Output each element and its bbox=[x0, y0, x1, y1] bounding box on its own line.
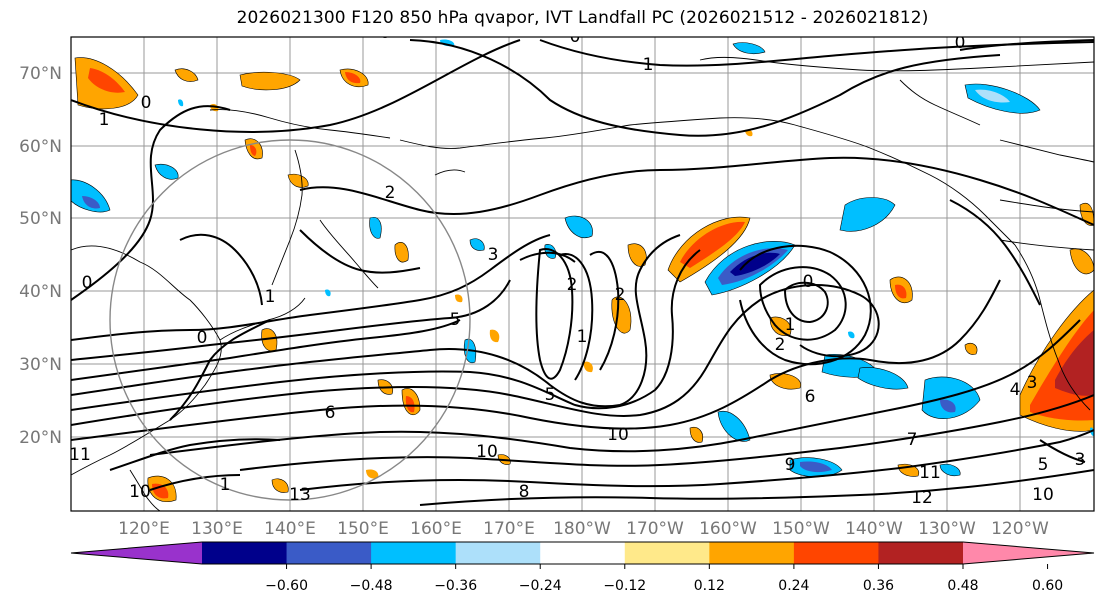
longitude-labels: 120°E 130°E 140°E 150°E 160°E 170°E 180°W 170°W… bbox=[118, 519, 1049, 539]
contour-label-10: 1 bbox=[577, 327, 588, 347]
contour-label-23: 5 bbox=[450, 310, 461, 330]
contour-label-26: 3 bbox=[1027, 373, 1038, 393]
contour-label-7: 3 bbox=[488, 245, 499, 265]
contour-label-15: 7 bbox=[907, 430, 918, 450]
contour-label-12: 1 bbox=[785, 315, 796, 335]
lon-label-2: 140°E bbox=[264, 519, 316, 539]
contour-label-8: 2 bbox=[567, 275, 578, 295]
contour-label-28: 0 bbox=[197, 328, 208, 348]
contour-label-1: 0 bbox=[570, 27, 581, 47]
contour-label-21: 11 bbox=[69, 445, 91, 465]
lon-label-5: 170°E bbox=[483, 519, 535, 539]
contour-label-0: 0 bbox=[380, 23, 391, 43]
lon-label-7: 170°W bbox=[626, 519, 684, 539]
coastlines bbox=[71, 56, 1094, 511]
contour-label-22: 13 bbox=[289, 485, 311, 505]
latitude-labels: 70°N 60°N 50°N 40°N 30°N 20°N bbox=[19, 64, 62, 448]
lon-label-11: 130°W bbox=[918, 519, 976, 539]
colorbar-outline bbox=[70, 541, 1095, 565]
lat-label-2: 50°N bbox=[19, 209, 62, 229]
contour-label-14: 6 bbox=[805, 387, 816, 407]
contour-label-36: 8 bbox=[519, 482, 530, 502]
colorbar-segment-8 bbox=[878, 542, 964, 564]
qvapor-shading bbox=[71, 39, 1094, 502]
colorbar-segment-3 bbox=[455, 542, 541, 564]
ivt-contours bbox=[71, 39, 1094, 506]
lat-label-3: 40°N bbox=[19, 282, 62, 302]
colorbar-segment-0 bbox=[202, 542, 288, 564]
lon-label-1: 130°E bbox=[191, 519, 243, 539]
contour-label-11: 0 bbox=[803, 272, 814, 292]
colorbar-tick-label-4: −0.12 bbox=[603, 578, 646, 594]
contour-label-25: 4 bbox=[1010, 380, 1021, 400]
colorbar-segment-5 bbox=[624, 542, 710, 564]
colorbar-extend-high bbox=[963, 542, 1094, 564]
contour-label-34: 10 bbox=[129, 482, 151, 502]
contour-label-35: 9 bbox=[785, 455, 796, 475]
contour-label-31: 5 bbox=[1038, 455, 1049, 475]
lon-label-12: 120°W bbox=[991, 519, 1049, 539]
contour-label-30: 1 bbox=[220, 475, 231, 495]
colorbar-segment-4 bbox=[540, 542, 626, 564]
lon-label-10: 140°W bbox=[845, 519, 903, 539]
contour-label-3: 1 bbox=[643, 55, 654, 75]
colorbar-tick-label-5: 0.12 bbox=[694, 578, 725, 594]
colorbar-tick-label-0: −0.60 bbox=[265, 578, 308, 594]
colorbar-segment-7 bbox=[793, 542, 879, 564]
lon-label-8: 160°W bbox=[699, 519, 757, 539]
colorbar-tick-label-1: −0.48 bbox=[350, 578, 393, 594]
contour-label-18: 11 bbox=[919, 463, 941, 483]
colorbar-tick-label-6: 0.24 bbox=[778, 578, 809, 594]
colorbar-segment-1 bbox=[286, 542, 372, 564]
colorbar: −0.60 −0.48 −0.36 −0.24 −0.12 0.12 0.24 0.36 0.4… bbox=[70, 541, 1095, 594]
colorbar-tick-label-9: 0.60 bbox=[1032, 578, 1063, 594]
contour-label-2: 0 bbox=[955, 33, 966, 53]
colorbar-segment-6 bbox=[709, 542, 795, 564]
colorbar-extend-low bbox=[71, 542, 202, 564]
lon-label-0: 120°E bbox=[118, 519, 170, 539]
contour-label-20: 10 bbox=[1032, 485, 1054, 505]
colorbar-tick-label-2: −0.36 bbox=[434, 578, 477, 594]
lat-label-1: 60°N bbox=[19, 137, 62, 157]
colorbar-segment-2 bbox=[371, 542, 457, 564]
colorbar-tick-label-3: −0.24 bbox=[519, 578, 562, 594]
colorbar-tick-label-7: 0.36 bbox=[863, 578, 894, 594]
contour-label-4: 1 bbox=[99, 110, 110, 130]
lon-label-6: 180°W bbox=[553, 519, 611, 539]
contour-label-16: 10 bbox=[607, 425, 629, 445]
contour-label-19: 12 bbox=[911, 488, 933, 508]
contour-label-17: 10 bbox=[476, 442, 498, 462]
contour-label-27: 0 bbox=[82, 273, 93, 293]
lat-label-5: 20°N bbox=[19, 428, 62, 448]
contour-label-9: 2 bbox=[615, 285, 626, 305]
contour-label-6: 2 bbox=[385, 183, 396, 203]
contour-label-13: 2 bbox=[775, 335, 786, 355]
lon-label-9: 150°W bbox=[772, 519, 830, 539]
lat-label-0: 70°N bbox=[19, 64, 62, 84]
contour-label-29: 1 bbox=[265, 287, 276, 307]
colorbar-tick-label-8: 0.48 bbox=[947, 578, 978, 594]
contour-label-33: 6 bbox=[325, 403, 336, 423]
contour-label-32: 5 bbox=[545, 385, 556, 405]
contour-label-24: 3 bbox=[1075, 450, 1086, 470]
map-title: 2026021300 F120 850 hPa qvapor, IVT Land… bbox=[236, 8, 929, 28]
lon-label-3: 150°E bbox=[337, 519, 389, 539]
contour-label-5: 0 bbox=[141, 93, 152, 113]
lat-label-4: 30°N bbox=[19, 355, 62, 375]
reference-circle bbox=[109, 139, 471, 501]
lon-label-4: 160°E bbox=[410, 519, 462, 539]
map-frame bbox=[70, 36, 1095, 512]
